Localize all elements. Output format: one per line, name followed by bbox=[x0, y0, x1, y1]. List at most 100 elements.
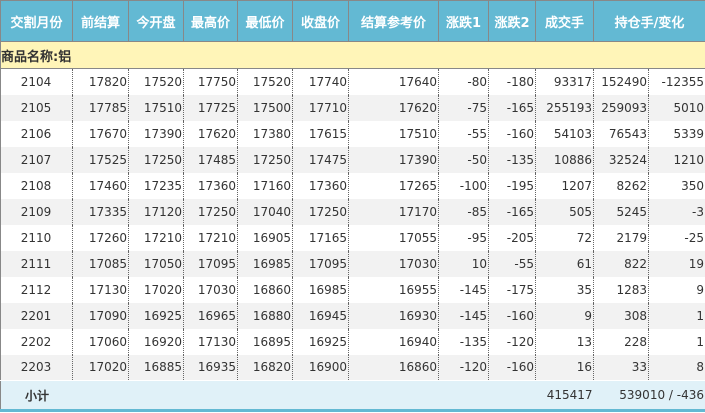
subtotal-row: 小计 415417 539010 / -436 bbox=[0, 380, 705, 412]
table-cell: 17210 bbox=[183, 224, 238, 251]
table-cell: 17090 bbox=[72, 302, 129, 329]
table-cell: 259093 bbox=[593, 94, 649, 121]
table-cell: 17085 bbox=[72, 250, 129, 277]
table-cell: 10886 bbox=[535, 146, 594, 173]
table-cell: 17030 bbox=[348, 250, 439, 277]
column-header[interactable]: 结算参考价 bbox=[348, 0, 439, 42]
table-cell: 17785 bbox=[72, 94, 129, 121]
table-cell: -95 bbox=[438, 224, 489, 251]
table-cell: 17750 bbox=[183, 68, 238, 95]
column-header[interactable]: 今开盘 bbox=[128, 0, 184, 42]
table-cell: 17460 bbox=[72, 172, 129, 199]
column-header[interactable]: 涨跌1 bbox=[438, 0, 489, 42]
table-cell: 61 bbox=[535, 250, 594, 277]
table-cell: 17165 bbox=[292, 224, 349, 251]
table-cell: -145 bbox=[438, 276, 489, 303]
table-cell: -55 bbox=[488, 250, 536, 277]
table-cell: 17030 bbox=[183, 276, 238, 303]
table-cell: 16820 bbox=[237, 354, 293, 381]
table-cell: 17510 bbox=[348, 120, 439, 147]
table-cell: 2112 bbox=[20, 282, 52, 297]
table-cell: -135 bbox=[488, 146, 536, 173]
table-cell: 16885 bbox=[128, 354, 184, 381]
column-header[interactable]: 前结算 bbox=[72, 0, 129, 42]
table-cell: -195 bbox=[488, 172, 536, 199]
table-cell: 16895 bbox=[237, 328, 293, 355]
header-row: 交割月份 前结算 今开盘 最高价 最低价 收盘价 结算参考价 涨跌1 涨跌2 成交手 持仓手/变化 bbox=[0, 0, 705, 42]
table-cell: 17475 bbox=[292, 146, 349, 173]
table-row: 2201 17090 16925 16965 16880 16945 16930 -145 -1… bbox=[0, 302, 705, 329]
table-cell: 54103 bbox=[535, 120, 594, 147]
table-cell: -85 bbox=[438, 198, 489, 225]
table-cell: 17095 bbox=[183, 250, 238, 277]
subtotal-volume: 415417 bbox=[535, 380, 594, 412]
table-cell: 17360 bbox=[183, 172, 238, 199]
column-header[interactable]: 持仓手/变化 bbox=[593, 0, 705, 42]
table-cell: 17615 bbox=[292, 120, 349, 147]
table-cell: 505 bbox=[535, 198, 594, 225]
table-cell: 16945 bbox=[292, 302, 349, 329]
product-name: 商品名称:铝 bbox=[0, 41, 705, 69]
table-cell: 2105 bbox=[0, 94, 73, 121]
table-cell: 17500 bbox=[237, 94, 293, 121]
table-cell: -145 bbox=[438, 302, 489, 329]
table-cell: 17250 bbox=[292, 198, 349, 225]
table-cell: -75 bbox=[438, 94, 489, 121]
table-cell: 2203 bbox=[0, 354, 73, 381]
column-header[interactable]: 最高价 bbox=[183, 0, 238, 42]
table-cell: 2104 bbox=[20, 74, 52, 89]
table-cell: -165 bbox=[488, 198, 536, 225]
table-cell: 16955 bbox=[348, 276, 439, 303]
table-cell: -175 bbox=[488, 276, 536, 303]
table-row: 2109 17335 17120 17250 17040 17250 17170 -85 -16… bbox=[0, 198, 705, 225]
table-cell: 17210 bbox=[128, 224, 184, 251]
table-cell: 17520 bbox=[128, 68, 184, 95]
table-cell: -160 bbox=[488, 120, 536, 147]
table-cell: 2201 bbox=[0, 302, 73, 329]
table-cell: 17640 bbox=[348, 68, 439, 95]
table-cell: 16925 bbox=[292, 328, 349, 355]
column-header[interactable]: 交割月份 bbox=[0, 0, 73, 42]
table-cell: 17525 bbox=[72, 146, 129, 173]
table-cell: 17040 bbox=[237, 198, 293, 225]
table-cell: 8262 bbox=[593, 172, 649, 199]
subtotal-open-interest: 539010 / -436 bbox=[593, 380, 705, 412]
table-cell: -55 bbox=[438, 120, 489, 147]
column-header[interactable]: 收盘价 bbox=[292, 0, 349, 42]
product-name-row: 商品名称:铝 bbox=[0, 41, 705, 69]
table-cell: 17360 bbox=[292, 172, 349, 199]
table-cell: 17170 bbox=[348, 198, 439, 225]
table-cell: 32524 bbox=[593, 146, 649, 173]
table-cell: 17620 bbox=[183, 120, 238, 147]
column-header[interactable]: 涨跌2 bbox=[488, 0, 536, 42]
table-cell: -180 bbox=[488, 68, 536, 95]
column-header[interactable]: 最低价 bbox=[237, 0, 293, 42]
table-row: 2203 17020 16885 16935 16820 16900 16860 -120 -1… bbox=[0, 354, 705, 381]
table-cell: 17130 bbox=[72, 276, 129, 303]
table-cell: -160 bbox=[488, 302, 536, 329]
table-cell: -160 bbox=[488, 354, 536, 381]
table-cell: 16905 bbox=[237, 224, 293, 251]
table-cell: 2111 bbox=[0, 250, 73, 277]
table-cell: 17390 bbox=[128, 120, 184, 147]
table-cell: 2179 bbox=[593, 224, 649, 251]
table-cell: 1 bbox=[648, 328, 705, 355]
table-cell: 16 bbox=[535, 354, 594, 381]
table-cell: 17120 bbox=[128, 198, 184, 225]
table-cell: 13 bbox=[535, 328, 594, 355]
table-row: 2107 17525 17250 17485 17250 17475 17390 -50 -13… bbox=[0, 146, 705, 173]
table-cell: 228 bbox=[593, 328, 649, 355]
table-cell: 1207 bbox=[535, 172, 594, 199]
table-cell: -205 bbox=[488, 224, 536, 251]
table-cell: 17725 bbox=[183, 94, 238, 121]
table-cell: -50 bbox=[438, 146, 489, 173]
column-header[interactable]: 成交手 bbox=[535, 0, 594, 42]
table-cell: 1 bbox=[648, 302, 705, 329]
table-cell: 16935 bbox=[183, 354, 238, 381]
table-cell: 17265 bbox=[348, 172, 439, 199]
table-cell: 17250 bbox=[128, 146, 184, 173]
table-cell: 1210 bbox=[648, 146, 705, 173]
table-cell: -100 bbox=[438, 172, 489, 199]
table-cell: 2110 bbox=[20, 230, 52, 245]
